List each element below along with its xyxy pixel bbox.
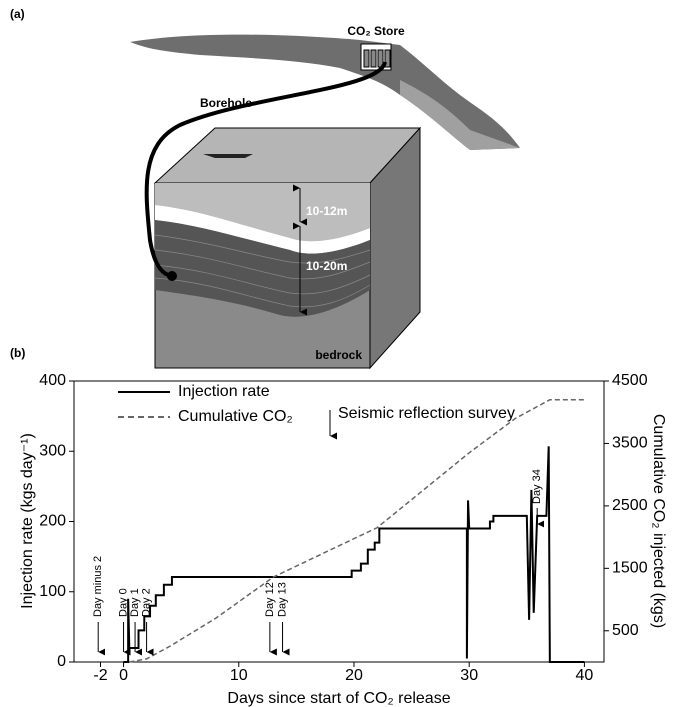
panel-label: (b) bbox=[10, 346, 25, 360]
store-label: CO₂ Store bbox=[347, 24, 405, 38]
day-label: Day 0 bbox=[117, 588, 129, 617]
y-tick-label: 0 bbox=[57, 653, 66, 670]
series-line bbox=[129, 398, 585, 663]
borehole-label: Borehole bbox=[200, 96, 252, 110]
shore bbox=[400, 80, 520, 150]
y2-tick-label: 3500 bbox=[612, 435, 648, 452]
day-label: Day 13 bbox=[276, 582, 288, 617]
y-tick-label: 100 bbox=[39, 583, 66, 600]
depth-label: 10-20m bbox=[306, 259, 347, 273]
ship bbox=[203, 154, 253, 158]
x-tick-label: 10 bbox=[230, 667, 248, 684]
x-tick-label: -2 bbox=[93, 667, 107, 684]
water bbox=[155, 183, 370, 242]
day-label: Day 1 bbox=[129, 588, 141, 617]
y-axis-label: Injection rate (kgs day⁻¹) bbox=[19, 433, 36, 609]
x-axis-label: Days since start of CO₂ release bbox=[227, 690, 450, 707]
series-line bbox=[123, 446, 585, 663]
y2-axis-label: Cumulative CO₂ injected (kgs) bbox=[650, 414, 667, 628]
borehole bbox=[144, 61, 387, 278]
x-tick-label: 0 bbox=[119, 667, 128, 684]
y2-tick-label: 2500 bbox=[612, 497, 648, 514]
depth-label: 10-12m bbox=[306, 204, 347, 218]
day-label: Day 2 bbox=[140, 588, 152, 617]
y2-tick-label: 4500 bbox=[612, 372, 648, 389]
plot-frame bbox=[73, 380, 605, 663]
y-tick-label: 200 bbox=[39, 513, 66, 530]
legend-label: Injection rate bbox=[178, 383, 270, 400]
legend-label: Cumulative CO₂ bbox=[178, 408, 293, 425]
sand bbox=[155, 205, 370, 254]
panel-label: (a) bbox=[10, 7, 25, 21]
day-label: Day 34 bbox=[531, 469, 543, 504]
y2-tick-label: 1500 bbox=[612, 560, 648, 577]
store-tanks bbox=[363, 49, 391, 68]
x-tick-label: 30 bbox=[460, 667, 478, 684]
day-label: Day 12 bbox=[264, 582, 276, 617]
y2-tick-label: 500 bbox=[612, 622, 639, 639]
bedrock-label: bedrock bbox=[315, 348, 362, 362]
survey-note: Seismic reflection survey bbox=[338, 405, 515, 422]
x-tick-label: 20 bbox=[345, 667, 363, 684]
y-tick-label: 300 bbox=[39, 442, 66, 459]
day-label: Day minus 2 bbox=[92, 556, 104, 617]
x-tick-label: 40 bbox=[576, 667, 594, 684]
release-point bbox=[167, 271, 177, 281]
y-tick-label: 400 bbox=[39, 372, 66, 389]
strata bbox=[154, 234, 371, 308]
